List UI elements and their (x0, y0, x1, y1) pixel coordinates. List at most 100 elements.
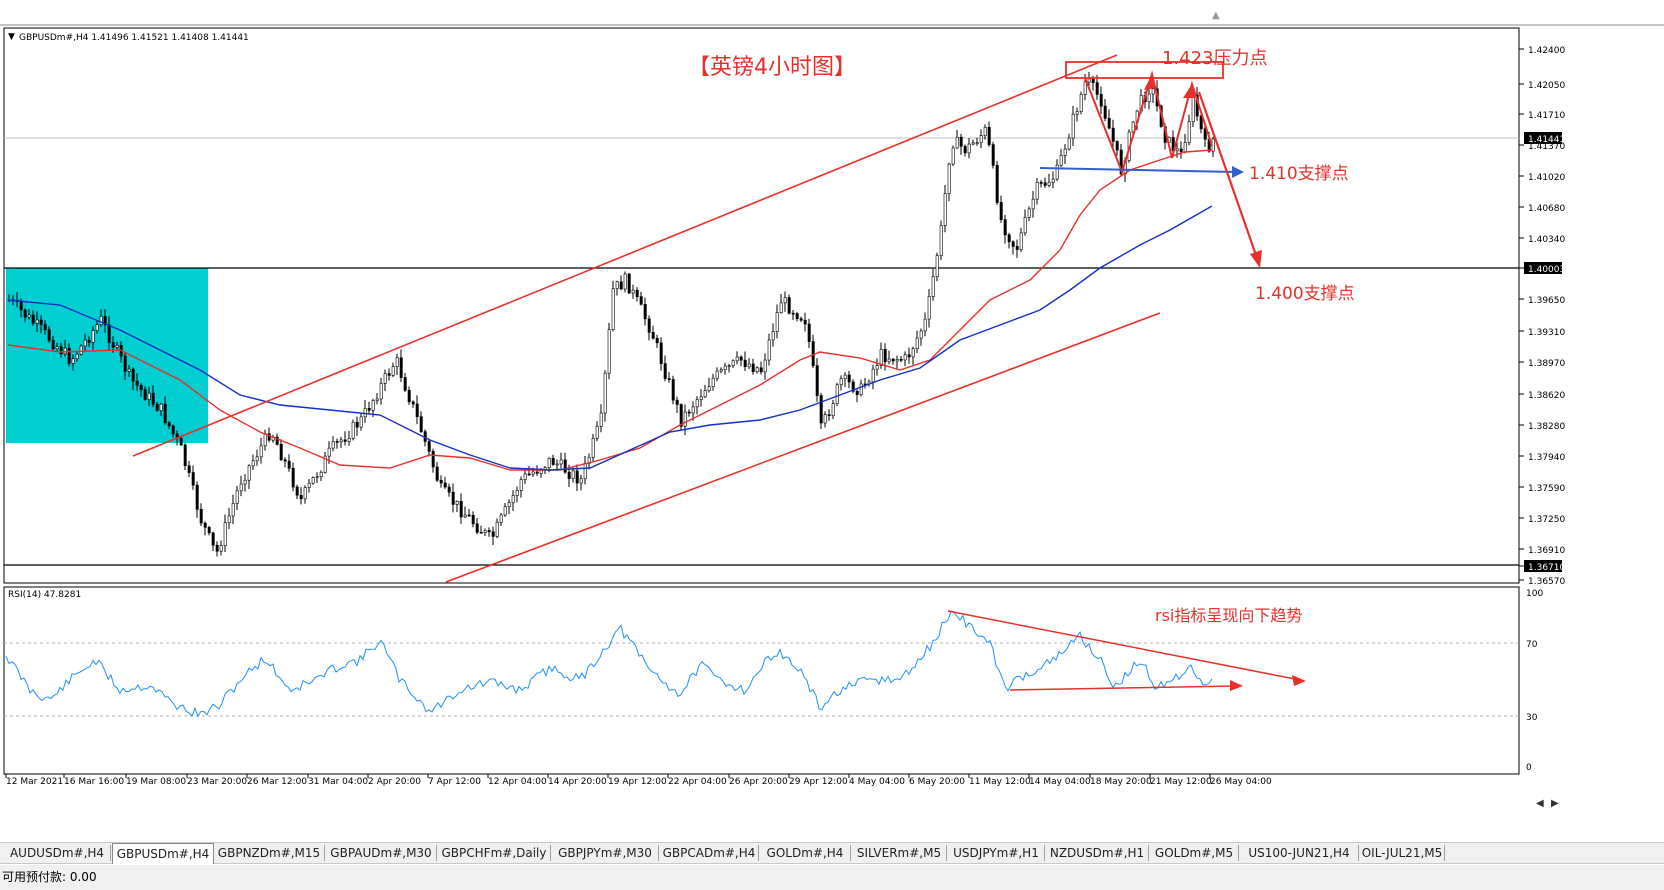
candle-body (807, 323, 811, 342)
tab-scroll-left[interactable]: ◀ (1536, 798, 1544, 809)
candle-body (43, 324, 47, 330)
candle-body (719, 369, 723, 372)
time-tick-label: 26 May 04:00 (1210, 777, 1272, 787)
candle-body (979, 135, 983, 144)
candle-body (871, 368, 875, 383)
candle-body (1091, 78, 1095, 83)
candle-body (267, 433, 271, 441)
candle-body (1191, 94, 1195, 123)
candle-body (563, 459, 567, 473)
tab-gbpusdm-h4[interactable]: GBPUSDm#,H4 (112, 843, 214, 864)
candle-body (1187, 121, 1191, 143)
price-axis: 1.42400 1.42050 1.41710 1.41370 1.41020 1.406… (1519, 46, 1565, 587)
candle-body (363, 408, 367, 418)
candle-body (135, 380, 139, 386)
candle-body (551, 458, 555, 465)
candle-body (163, 403, 167, 423)
candle-body (371, 400, 375, 411)
candle-body (671, 379, 675, 401)
candle-body (367, 408, 371, 411)
candle-body (823, 414, 827, 424)
symbol-header: GBPUSDm#,H4 1.41496 1.41521 1.41408 1.41… (19, 33, 249, 43)
candle-body (755, 367, 759, 373)
candle-body (739, 356, 743, 361)
candle-body (819, 395, 823, 424)
candle-body (727, 365, 731, 368)
price-tick-label: 1.40340 (1528, 235, 1565, 245)
svg-text:▲: ▲ (1212, 10, 1220, 21)
candle-body (95, 324, 99, 331)
candle-body (303, 487, 307, 500)
tab-us100-jun21-h4[interactable]: US100-JUN21,H4 (1240, 845, 1359, 861)
candle-body (415, 403, 419, 417)
tab-goldm-h4[interactable]: GOLDm#,H4 (760, 845, 851, 861)
tab-audusdm-h4[interactable]: AUDUSDm#,H4 (4, 845, 111, 861)
candle-body (59, 346, 63, 355)
candle-body (347, 437, 351, 442)
candle-body (1027, 208, 1031, 218)
candle-body (1007, 234, 1011, 243)
tab-oil-jul21-m5[interactable]: OIL-JUL21,M5 (1360, 845, 1445, 861)
candle-body (955, 136, 959, 149)
candle-body (667, 378, 671, 380)
candle-body (411, 401, 415, 405)
candle-body (839, 378, 843, 386)
tab-gbpchfm-daily[interactable]: GBPCHFm#,Daily (438, 845, 551, 861)
chart-area[interactable]: ▲ ▼ GBPUSDm#,H4 1.41496 1.41521 1.41408 … (0, 0, 1664, 842)
candle-body (1179, 148, 1183, 152)
candle-body (479, 531, 483, 534)
candle-body (207, 527, 211, 534)
tab-gbpjpym-m30[interactable]: GBPJPYm#,M30 (552, 845, 659, 861)
candle-body (847, 374, 851, 383)
candle-body (1031, 198, 1035, 210)
candle-body (595, 425, 599, 439)
candle-body (903, 354, 907, 361)
candle-body (919, 330, 923, 339)
candle-body (959, 136, 963, 147)
consolidation-box (6, 268, 208, 443)
tab-gbpnzdm-m15[interactable]: GBPNZDm#,M15 (214, 845, 325, 861)
price-tick-label: 1.42050 (1528, 81, 1565, 91)
candle-body (723, 365, 727, 371)
candle-body (639, 296, 643, 305)
tab-scroll-right[interactable]: ▶ (1551, 798, 1559, 809)
rsi-header: RSI(14) 47.8281 (8, 590, 81, 600)
tab-gbpaudm-m30[interactable]: GBPAUDm#,M30 (326, 845, 437, 861)
candle-body (247, 465, 251, 481)
tab-nzdusdm-h1[interactable]: NZDUSDm#,H1 (1046, 845, 1149, 861)
candle-body (511, 495, 515, 504)
time-tick-label: 19 Apr 12:00 (608, 777, 667, 787)
candle-body (743, 359, 747, 368)
candle-body (987, 126, 991, 145)
candle-body (1107, 117, 1111, 129)
candle-body (431, 451, 435, 468)
candle-body (507, 502, 511, 507)
candle-body (931, 276, 935, 297)
tab-silverm-m5[interactable]: SILVERm#,M5 (852, 845, 947, 861)
candle-body (151, 392, 155, 405)
candle-body (79, 345, 83, 355)
tab-goldm-m5[interactable]: GOLDm#,M5 (1150, 845, 1239, 861)
candle-body (767, 339, 771, 361)
candle-body (1067, 137, 1071, 150)
candle-body (619, 281, 623, 290)
candle-body (355, 421, 359, 428)
candle-body (611, 288, 615, 330)
candle-body (31, 314, 35, 324)
tab-usdjpym-h1[interactable]: USDJPYm#,H1 (948, 845, 1045, 861)
candle-body (147, 392, 151, 400)
time-tick-label: 16 Mar 16:00 (64, 777, 124, 787)
tab-gbpcadm-h4[interactable]: GBPCADm#,H4 (660, 845, 759, 861)
candle-body (299, 494, 303, 500)
price-tick-label: 1.40680 (1528, 204, 1565, 214)
candle-body (263, 433, 267, 447)
candle-body (39, 319, 43, 325)
candle-body (815, 365, 819, 396)
candle-body (439, 479, 443, 484)
price-tick-label: 1.36710 (1528, 563, 1565, 573)
candle-body (1119, 149, 1123, 175)
candle-body (323, 455, 327, 473)
candle-body (603, 372, 607, 414)
candle-body (1087, 78, 1091, 83)
time-tick-label: 7 Apr 12:00 (428, 777, 481, 787)
